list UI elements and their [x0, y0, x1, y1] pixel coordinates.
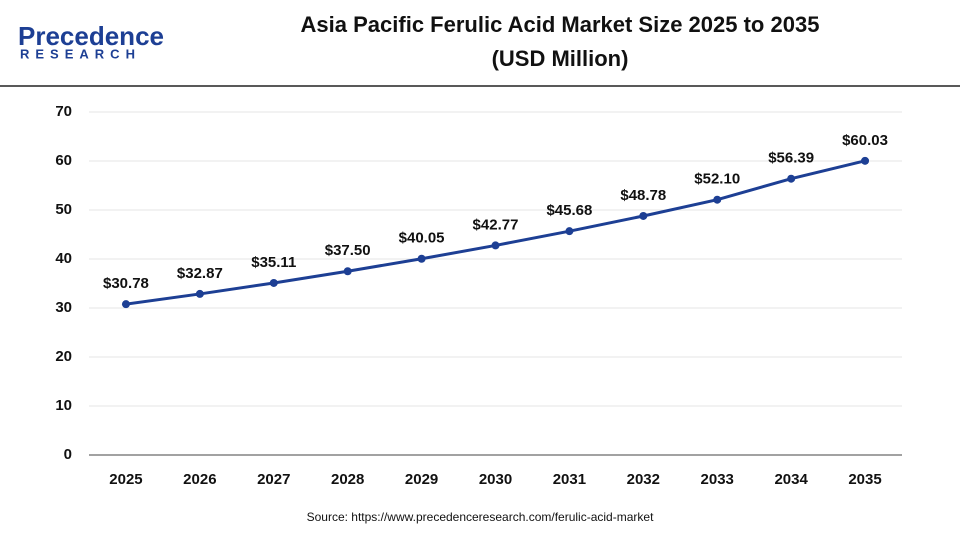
value-label: $40.05 [399, 230, 445, 247]
value-label: $37.50 [325, 242, 371, 259]
point [491, 241, 500, 250]
point [639, 211, 648, 220]
x-tick-label: 2030 [479, 471, 512, 488]
source: Source: https://www.precedenceresearch.c… [307, 510, 654, 524]
x-tick-label: 2031 [553, 471, 586, 488]
point [269, 278, 278, 287]
point [787, 174, 796, 183]
value-label: $60.03 [842, 132, 888, 149]
y-tick-label: 50 [55, 201, 72, 218]
x-tick-label: 2027 [257, 471, 290, 488]
value-label: $32.87 [177, 265, 223, 282]
x-tick-label: 2032 [627, 471, 660, 488]
point [565, 227, 574, 236]
y-tick-label: 60 [55, 152, 72, 169]
y-tick-label: 0 [64, 446, 72, 463]
point [861, 156, 870, 165]
x-tick-label: 2029 [405, 471, 438, 488]
x-tick-label: 2033 [701, 471, 734, 488]
x-tick-label: 2034 [774, 471, 808, 488]
point [713, 195, 722, 204]
value-label: $48.78 [620, 187, 666, 204]
value-label: $52.10 [694, 171, 740, 188]
value-label: $56.39 [768, 150, 814, 167]
x-tick-label: 2035 [848, 471, 881, 488]
value-label: $35.11 [251, 254, 296, 271]
y-tick-label: 10 [55, 397, 72, 414]
chart-title: Asia Pacific Ferulic Acid Market Size 20… [301, 12, 820, 37]
value-label: $30.78 [103, 275, 149, 292]
x-tick-label: 2025 [109, 471, 142, 488]
chart-subtitle: (USD Million) [492, 46, 629, 71]
y-tick-label: 70 [55, 103, 72, 120]
logo-tagline: RESEARCH [20, 46, 141, 61]
logo-name: Precedence [18, 21, 164, 51]
y-tick-label: 30 [55, 299, 72, 316]
point [343, 267, 352, 276]
y-tick-label: 20 [55, 348, 72, 365]
point [121, 300, 130, 309]
point [417, 254, 426, 263]
x-tick-label: 2026 [183, 471, 216, 488]
y-tick-label: 40 [55, 250, 72, 267]
value-label: $45.68 [546, 202, 592, 219]
point [195, 289, 204, 298]
x-tick-label: 2028 [331, 471, 364, 488]
value-label: $42.77 [473, 216, 519, 233]
